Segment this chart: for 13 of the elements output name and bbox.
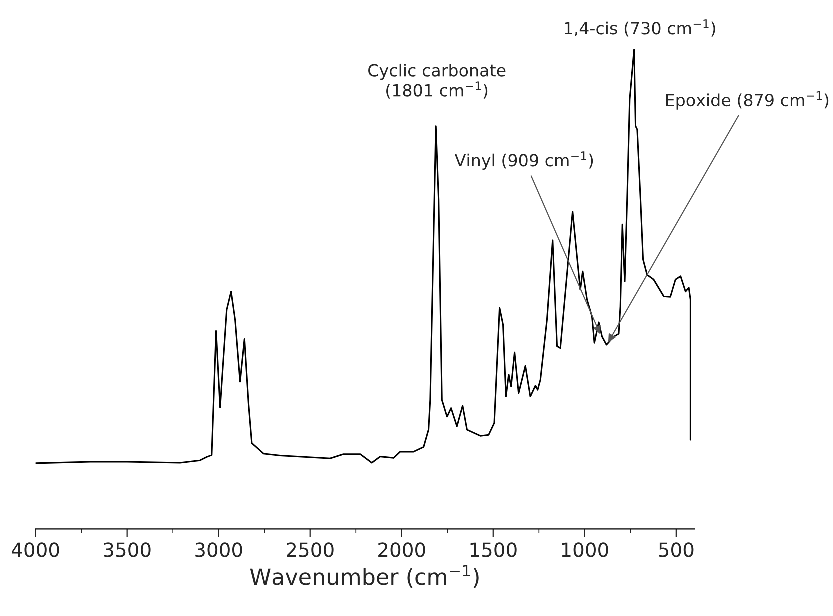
x-tick-label: 3000 [196, 542, 242, 558]
x-axis-title: Wavenumber (cm$^{−1}$) [250, 565, 479, 588]
annotation: Cyclic carbonate (1801 cm$^{−1}$) [368, 64, 506, 99]
annotation: Epoxide (879 cm$^{−1}$) [666, 91, 829, 110]
x-tick-label: 500 [659, 542, 694, 558]
x-tick-label: 2500 [287, 542, 334, 558]
annotation: 1,4-cis (730 cm$^{−1}$) [565, 20, 716, 37]
annotation: Vinyl (909 cm$^{−1}$) [454, 152, 594, 170]
x-tick-label: 3500 [104, 542, 151, 558]
x-tick-label: 2000 [378, 542, 426, 558]
x-tick-label: 4000 [12, 542, 60, 558]
x-tick-label: 1500 [470, 542, 517, 558]
x-tick-label: 1000 [562, 542, 608, 558]
